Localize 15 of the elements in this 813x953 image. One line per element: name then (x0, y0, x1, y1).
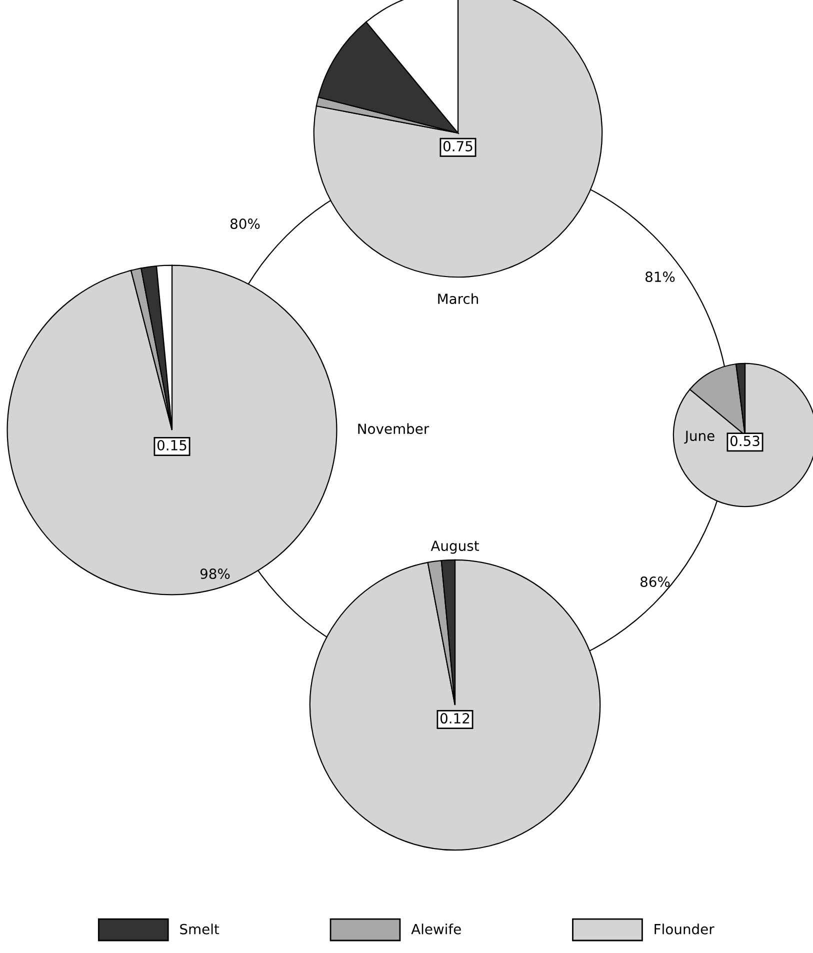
text: 98% (200, 568, 230, 580)
text: 80% (230, 218, 260, 230)
text: 81% (646, 272, 675, 282)
text: November (358, 423, 430, 434)
legend-label: Smelt (180, 924, 220, 934)
legend-label: Alewife (411, 924, 461, 934)
chart-title: August (430, 540, 479, 554)
text: 0.12 (440, 713, 470, 724)
text: 0.75 (443, 140, 472, 152)
text: June (684, 430, 714, 444)
text: 86% (640, 576, 670, 588)
legend-label: Flounder (654, 924, 714, 934)
text: 0.53 (730, 436, 760, 446)
text: March (438, 293, 478, 304)
text: 0.15 (157, 440, 186, 450)
